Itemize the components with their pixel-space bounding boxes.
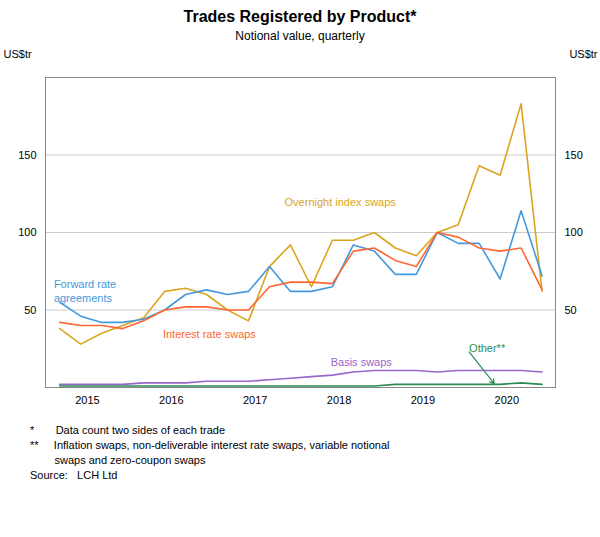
svg-text:2015: 2015 [75, 394, 99, 406]
svg-text:50: 50 [24, 304, 36, 316]
svg-text:Interest rate swaps: Interest rate swaps [163, 328, 256, 340]
svg-text:2016: 2016 [159, 394, 183, 406]
svg-text:Basis swaps: Basis swaps [331, 356, 393, 368]
svg-text:US$tr: US$tr [4, 48, 32, 60]
svg-text:2019: 2019 [411, 394, 435, 406]
html-text:* Data count two sides of each: * Data count two sides of each trade [30, 424, 226, 436]
svg-text:150: 150 [18, 149, 36, 161]
html-text:Notional value, quarterly: Notional value, quarterly [235, 29, 365, 43]
html-text:swaps and zero-coupon swaps: swaps and zero-coupon swaps [30, 454, 206, 466]
html-text:Trades Registered by Product*: Trades Registered by Product* [183, 8, 417, 25]
svg-text:150: 150 [565, 149, 583, 161]
html-text:Source: LCH Ltd: Source: LCH Ltd [30, 469, 118, 481]
svg-text:2020: 2020 [495, 394, 519, 406]
svg-text:Other**: Other** [469, 342, 506, 354]
svg-text:100: 100 [565, 226, 583, 238]
svg-text:Overnight index swaps: Overnight index swaps [285, 196, 397, 208]
html-text:** Inflation swaps, non-delive: ** Inflation swaps, non-deliverable inte… [30, 439, 390, 451]
svg-text:Forward rateagreements: Forward rateagreements [54, 278, 116, 303]
svg-text:100: 100 [18, 226, 36, 238]
svg-text:2018: 2018 [327, 394, 351, 406]
svg-text:2017: 2017 [243, 394, 267, 406]
svg-text:50: 50 [565, 304, 577, 316]
svg-text:US$tr: US$tr [569, 48, 597, 60]
